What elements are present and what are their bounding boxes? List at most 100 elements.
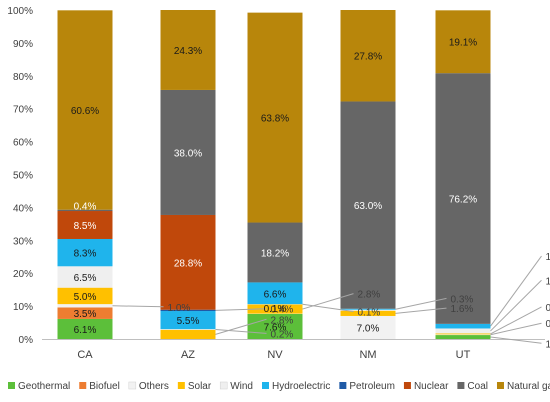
- data-label: 6.1%: [74, 325, 97, 336]
- bar-segment: [340, 309, 396, 311]
- leader-line: [490, 255, 542, 327]
- bar-segment: [57, 211, 113, 239]
- x-tick-label: NV: [267, 349, 283, 361]
- bar-segment: [435, 73, 491, 324]
- bar-segment: [57, 209, 113, 212]
- y-tick-label: 40%: [13, 203, 33, 214]
- bar-segment: [340, 101, 396, 309]
- bar-segment: [57, 10, 113, 210]
- bar-segment: [57, 287, 113, 305]
- bar-segment: [435, 323, 491, 329]
- bar-segment: [340, 310, 396, 316]
- leader-line: [302, 303, 354, 313]
- legend-label: Others: [139, 381, 169, 392]
- data-label: 8.3%: [74, 249, 97, 260]
- leader-line: [395, 297, 447, 310]
- bar-segment: [57, 266, 113, 288]
- y-tick-label: 70%: [13, 105, 33, 116]
- data-label: 63.8%: [261, 114, 289, 125]
- bar-segment: [435, 333, 491, 335]
- legend-label: Nuclear: [414, 381, 449, 392]
- data-label: 0.4%: [271, 305, 294, 316]
- data-label: 76.2%: [449, 195, 477, 206]
- x-tick-label: CA: [77, 349, 93, 361]
- legend-swatch: [496, 382, 504, 389]
- data-label: 5.5%: [177, 316, 200, 327]
- data-label: 1.4%: [546, 252, 550, 263]
- y-tick-label: 20%: [13, 269, 33, 280]
- data-label: 2.8%: [358, 290, 381, 301]
- legend-label: Hydroelectric: [272, 381, 330, 392]
- data-label: 0.1%: [358, 308, 381, 319]
- legend-swatch: [457, 382, 465, 389]
- data-label: 1.0%: [168, 303, 191, 314]
- legend-swatch: [128, 381, 137, 390]
- bar-segment: [247, 222, 303, 283]
- bar-segment: [340, 10, 396, 102]
- bar-segment: [435, 10, 491, 74]
- leader-line: [215, 328, 267, 334]
- legend-label: Coal: [467, 381, 488, 392]
- y-tick-label: 60%: [13, 138, 33, 149]
- leader-line: [112, 305, 164, 308]
- bar-segment: [57, 307, 113, 319]
- legend-label: Solar: [188, 381, 212, 392]
- legend-label: Wind: [230, 381, 253, 392]
- data-label: 19.1%: [449, 38, 477, 49]
- data-label: 7.6%: [264, 322, 287, 333]
- leader-line: [490, 336, 542, 344]
- y-tick-label: 50%: [13, 171, 33, 182]
- legend-swatch: [8, 382, 15, 389]
- bar-segment: [160, 10, 216, 90]
- data-label: 1.5%: [546, 276, 550, 287]
- legend-swatch: [79, 382, 87, 389]
- legend-label: Geothermal: [18, 381, 70, 392]
- data-label: 28.8%: [174, 258, 202, 269]
- bar-segment: [340, 308, 396, 310]
- y-tick-label: 10%: [13, 302, 33, 313]
- leader-line: [215, 308, 267, 311]
- leader-line: [490, 322, 542, 336]
- legend-label: Natural gas: [507, 381, 550, 392]
- leader-line: [395, 307, 447, 314]
- x-tick-label: AZ: [181, 349, 195, 361]
- data-label: 7.0%: [357, 323, 380, 334]
- data-label: 1.6%: [451, 304, 474, 315]
- bar-segment: [57, 304, 113, 308]
- data-label: 0.2%: [271, 329, 294, 340]
- bar-segment: [160, 89, 216, 215]
- bar-segment: [160, 311, 216, 330]
- data-label: 24.3%: [174, 46, 202, 57]
- data-label: 5.0%: [74, 292, 97, 303]
- leader-line: [490, 279, 542, 332]
- y-tick-label: 90%: [13, 39, 33, 50]
- bar-segment: [160, 329, 216, 330]
- data-label: 0.2%: [546, 319, 550, 330]
- data-label: 38.0%: [174, 148, 202, 159]
- legend-label: Biofuel: [89, 381, 120, 392]
- y-tick-label: 0%: [19, 335, 34, 346]
- bar-segment: [435, 335, 491, 339]
- leader-line: [302, 293, 354, 310]
- data-label: 1.2%: [546, 339, 550, 350]
- bar-segment: [435, 328, 491, 334]
- data-label: 0.4%: [74, 201, 97, 212]
- bar-segment: [57, 318, 113, 339]
- legend-swatch: [262, 382, 269, 389]
- legend-swatch: [403, 382, 411, 389]
- bar-segment: [160, 214, 216, 310]
- x-tick-label: NM: [359, 349, 376, 361]
- legend-swatch: [177, 382, 185, 389]
- data-label: 0.3%: [546, 303, 550, 314]
- legend-swatch: [339, 382, 347, 389]
- bar-segment: [340, 315, 396, 339]
- leader-line: [490, 306, 542, 335]
- data-label: 0.3%: [451, 294, 474, 305]
- data-label: 6.6%: [264, 289, 287, 300]
- data-label: 18.2%: [261, 248, 289, 259]
- data-label: 2.8%: [271, 315, 294, 326]
- y-tick-label: 100%: [7, 6, 33, 17]
- bar-segment: [247, 313, 303, 339]
- bar-segment: [247, 282, 303, 305]
